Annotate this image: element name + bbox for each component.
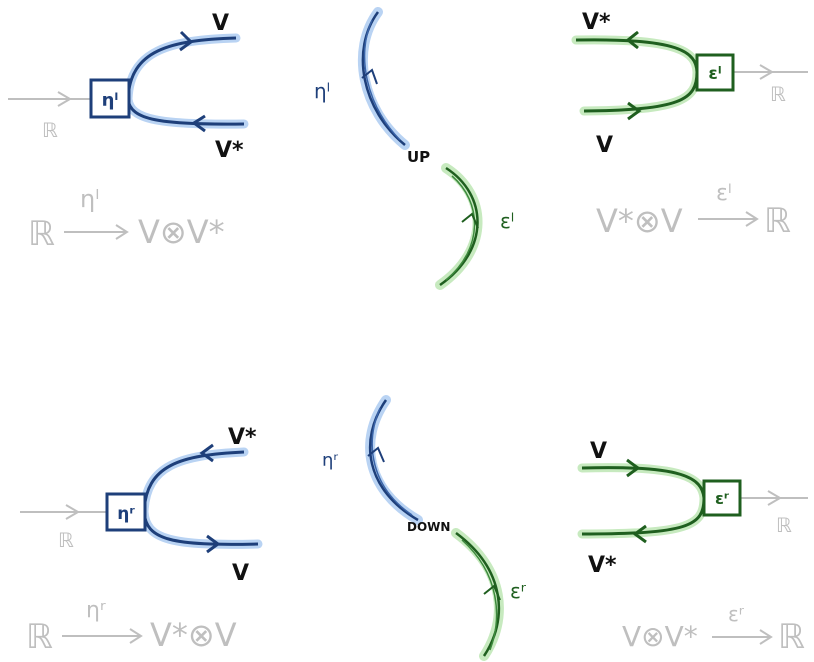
upper-strand-label: V [590, 439, 607, 464]
top-left-unit-diagram: ηˡ V V* ℝ [8, 11, 249, 163]
upper-strand [581, 466, 706, 499]
top-left-map-formula: ℝ ηˡ V⊗V* [28, 185, 225, 254]
lower-strand-label: V* [215, 138, 244, 163]
upper-arrow-icon [179, 30, 194, 52]
unit-box-label: ηˡ [102, 90, 119, 111]
lower-curve-label: εˡ [500, 209, 514, 233]
upper-strand-label: V [212, 11, 229, 36]
upper-curve-crossing-icon [361, 68, 378, 85]
lower-strand-label: V* [588, 553, 617, 578]
move-label: DOWN [407, 520, 450, 534]
map-arrow-label: εʳ [728, 602, 745, 626]
map-arrow-icon [745, 211, 759, 227]
lower-arrow-icon [206, 534, 221, 554]
output-arrow-icon [767, 490, 782, 506]
lower-arrow-icon [632, 524, 647, 544]
counit-box-label: εˡ [708, 64, 721, 84]
map-target: V*⊗V [150, 616, 237, 654]
bottom-left-unit-diagram: ηʳ V* V ℝ [20, 425, 263, 586]
cup-glow [139, 447, 263, 549]
counit-box [695, 53, 735, 92]
lower-curve-hatch [445, 175, 476, 281]
cup-glow [123, 33, 249, 129]
upper-curve-hatch [371, 407, 413, 516]
lower-curve [455, 531, 501, 657]
bottom-right-map-formula: V⊗V* εʳ ℝ [622, 602, 805, 657]
upper-strand-label: V* [582, 10, 611, 35]
unit-box [105, 492, 147, 532]
map-arrow-label: ηˡ [80, 185, 99, 213]
upper-arrow-icon [626, 458, 641, 478]
upper-arrow-icon [199, 443, 214, 463]
output-label: ℝ [776, 513, 792, 537]
bottom-middle-move: ηʳ DOWN εʳ [322, 395, 527, 661]
top-middle-move: ηˡ UP εˡ [314, 7, 514, 290]
lower-curve-hatch [461, 539, 498, 651]
bottom-right-counit-diagram: εʳ V V* ℝ [577, 439, 808, 578]
output-label: ℝ [770, 82, 786, 106]
output-arrow-icon [759, 64, 774, 80]
input-arrow-icon [65, 504, 80, 520]
upper-arrow-icon [625, 30, 639, 50]
lower-curve-crossing-icon [483, 584, 501, 601]
map-arrow-icon [759, 629, 773, 645]
unit-box [89, 78, 131, 119]
move-label: UP [407, 148, 430, 166]
input-label: ℝ [42, 118, 58, 142]
counit-box [702, 479, 742, 517]
upper-curve-hatch [363, 19, 401, 141]
top-right-map-formula: V*⊗V εˡ ℝ [596, 181, 791, 241]
map-arrow-label: ηʳ [86, 598, 106, 623]
upper-curve-glow [357, 7, 410, 150]
map-source: ℝ [26, 617, 53, 657]
upper-curve-label: ηʳ [322, 450, 338, 471]
unit-box-label: ηʳ [117, 504, 135, 524]
map-arrow-label: εˡ [716, 181, 732, 206]
map-arrow-icon [115, 224, 129, 240]
counit-box-label: εʳ [715, 489, 730, 508]
map-source: ℝ [28, 214, 55, 254]
map-source: V⊗V* [622, 620, 698, 653]
map-target: ℝ [764, 201, 791, 241]
input-arrow-icon [57, 91, 72, 107]
map-source: V*⊗V [596, 202, 683, 240]
map-target: V⊗V* [138, 213, 225, 251]
bottom-left-map-formula: ℝ ηʳ V*⊗V [26, 598, 237, 657]
lower-curve-label: εʳ [510, 579, 527, 603]
upper-curve-label: ηˡ [314, 79, 330, 103]
lower-arrow-icon [191, 114, 206, 133]
top-right-counit-diagram: εˡ V* V ℝ [571, 10, 808, 158]
upper-curve-crossing-icon [367, 446, 385, 463]
lower-curve-crossing-icon [461, 212, 479, 229]
map-arrow-icon [129, 628, 143, 644]
lower-strand-label: V [596, 133, 613, 158]
lower-strand-label: V [232, 561, 249, 586]
upper-strand-label: V* [228, 425, 257, 450]
map-target: ℝ [778, 617, 805, 657]
upper-curve [368, 399, 419, 522]
lower-arrow-icon [627, 101, 642, 121]
input-label: ℝ [58, 528, 74, 552]
